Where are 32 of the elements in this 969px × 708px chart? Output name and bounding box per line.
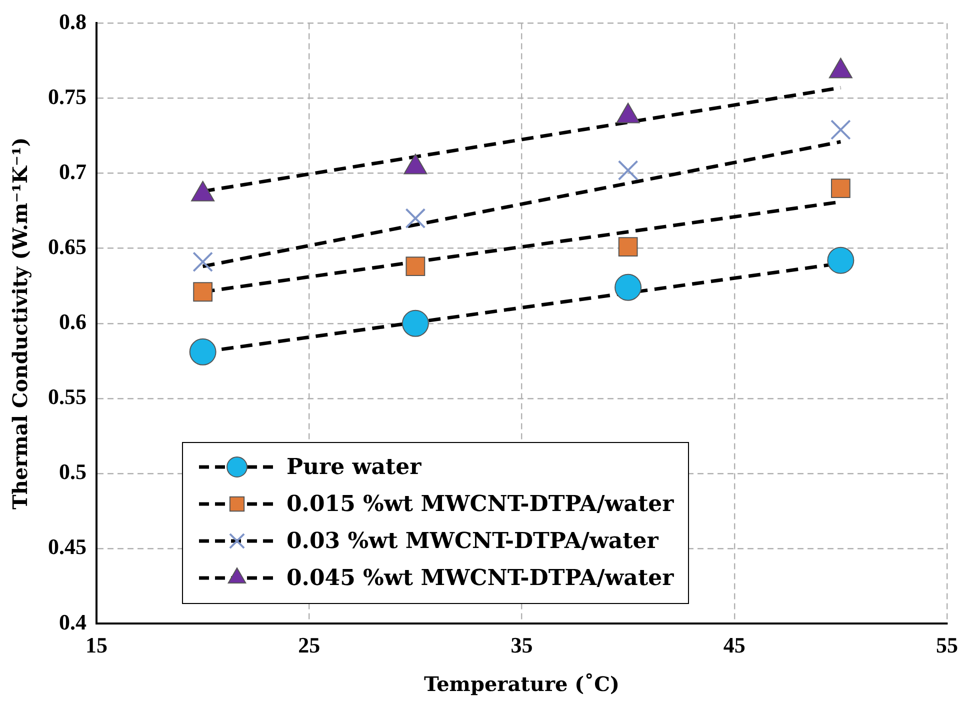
point [830, 178, 850, 198]
y-tick-label: 0.65 [48, 234, 86, 260]
x-tick-label: 15 [86, 632, 108, 658]
legend-label: 0.045 %wt MWCNT-DTPA/water [286, 565, 674, 592]
y-tick-label: 0.6 [59, 309, 86, 334]
y-tick-label: 0.8 [59, 8, 86, 34]
x-tick-label: 35 [510, 632, 533, 658]
point [405, 208, 426, 229]
point [192, 252, 214, 272]
y-tick-label: 0.4 [59, 609, 86, 634]
legend-label: 0.03 %wt MWCNT-DTPA/water [286, 528, 658, 554]
point [406, 256, 426, 276]
x-axis-title: Temperature (˚C) [424, 672, 620, 696]
y-tick-label: 0.45 [48, 534, 86, 560]
point [618, 237, 638, 257]
point [402, 310, 429, 337]
x-tick-label: 45 [723, 632, 746, 658]
y-tick-label: 0.55 [48, 384, 86, 410]
point [618, 160, 638, 180]
point [830, 120, 851, 140]
legend-label: Pure water [286, 454, 422, 480]
point [193, 282, 213, 302]
x-tick-label: 25 [298, 632, 320, 658]
point [827, 246, 854, 274]
y-axis-title: Thermal Conductivity (W.m⁻¹K⁻¹) [8, 137, 32, 510]
point [614, 274, 642, 301]
legend-label: 0.015 %wt MWCNT-DTPA/water [286, 491, 674, 518]
y-tick-label: 0.75 [48, 84, 86, 109]
y-tick-label: 0.5 [59, 459, 86, 484]
point [189, 338, 216, 366]
y-tick-label: 0.7 [59, 158, 86, 184]
x-tick-label: 55 [936, 632, 958, 658]
